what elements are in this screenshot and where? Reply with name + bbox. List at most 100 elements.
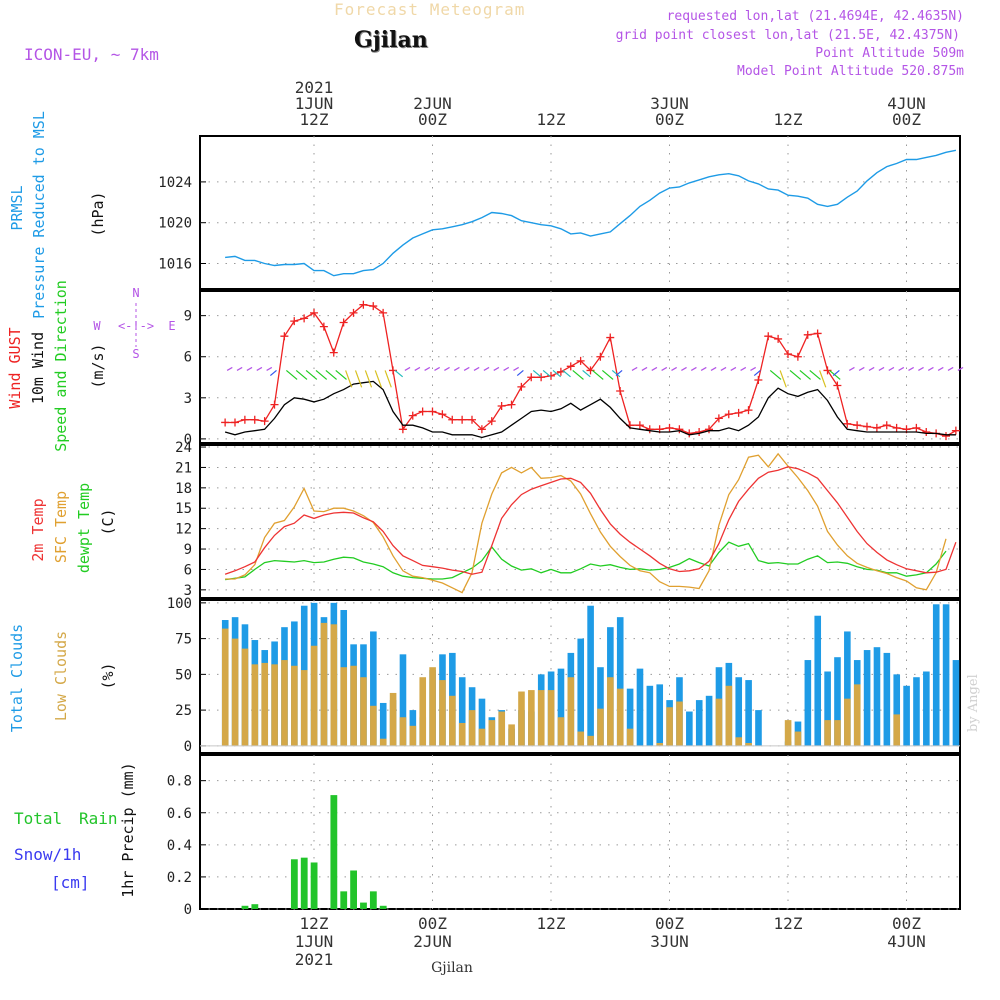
total-cloud-bar [883,652,891,746]
low-cloud-bar [656,742,664,746]
wind-direction-arrow [858,366,865,371]
gust-marker [576,356,585,365]
top-time-label: 00Z [892,110,921,129]
wind-direction-arrow [898,366,905,371]
gust-marker [922,428,931,437]
pressure-label-prmsl: PRMSL [8,185,26,230]
gust-marker [872,423,881,432]
footer-location: Gjilan [431,960,473,976]
wind-direction-arrow [908,366,914,371]
top-time-label: 1JUN [295,94,334,113]
low-cloud-bar [794,731,802,746]
precip-ytick-label: 0.8 [167,774,192,790]
wind-direction-arrow [256,366,263,371]
wind-direction-arrow [562,369,571,378]
total-cloud-bar [952,660,960,746]
cloud-total-label: Total Clouds [8,624,26,732]
location-title: Gjilan [354,27,428,53]
precip-ytick-label: 0.6 [167,806,192,822]
low-cloud-bar [231,638,239,746]
gust-marker [477,425,486,434]
wind-direction-arrow [269,369,277,377]
gust-marker [705,425,713,434]
wind-direction-arrow [384,370,392,388]
gust-marker [665,423,674,432]
total-cloud-bar [923,671,930,746]
top-time-label: 12Z [537,110,566,129]
rain-bar [340,891,348,909]
pressure-ytick-label: 1024 [158,175,192,191]
sfc-temp-line [225,452,947,594]
wind-direction-arrow [246,366,253,371]
top-time-label: 00Z [655,110,684,129]
wind-direction-arrow [832,369,840,377]
wind-direction-arrow [631,366,638,371]
gridpoint-coords: grid point closest lon,lat (21.5E, 42.43… [615,28,960,43]
gust-marker [270,400,279,409]
total-cloud-bar [379,702,387,746]
wind-direction-arrow [572,369,584,380]
temperature-ytick-label: 18 [175,481,192,497]
rain-bar [330,795,338,909]
low-cloud-bar [350,665,357,746]
compass-ew-arrow: <-!-> [118,319,154,333]
low-cloud-bar [498,711,506,746]
wind-direction-arrow [700,366,707,371]
wind-direction-arrow [394,369,404,378]
wind-direction-arrow [345,370,353,388]
total-cloud-bar [626,688,634,746]
gust-marker [942,432,950,441]
low-cloud-bar [616,688,624,746]
low-cloud-bar [557,717,565,746]
total-cloud-bar [942,604,950,746]
wind-direction-arrow [483,366,490,371]
low-cloud-bar [853,684,861,746]
wind-direction-arrow [641,366,648,371]
bottom-time-label: 12Z [774,914,803,933]
low-cloud-bar [784,720,792,746]
gust-marker [408,411,417,420]
gust-marker [547,371,555,380]
wind-direction-arrow [424,366,431,371]
product-title: Forecast Meteogram [334,0,526,19]
gust-marker [517,382,526,391]
total-cloud-bar [893,674,901,746]
gust-marker [310,308,318,317]
gust-marker [339,318,348,327]
low-cloud-bar [360,677,367,746]
wind-direction-arrow [615,369,623,377]
temperature-ytick-label: 9 [184,542,192,558]
low-cloud-bar [370,705,377,746]
total-cloud-bar [745,680,752,746]
total-cloud-bar [913,677,920,746]
wind-speed-label: 10m Wind [29,332,47,404]
bottom-time-label: 00Z [418,914,447,933]
low-cloud-bar [735,737,743,746]
rain-bar [300,857,308,909]
total-cloud-bar [705,695,713,746]
low-cloud-bar [468,710,476,746]
gust-marker [616,386,625,395]
total-cloud-bar [597,667,604,746]
precip-ytick-label: 0.4 [167,838,192,854]
temp-dewpt-label: dewpt Temp [75,483,93,573]
gust-marker [329,348,338,357]
gust-marker [724,410,733,419]
wind-direction-arrow [681,366,687,371]
gust-marker [290,317,299,326]
gust-marker [951,426,960,435]
wind-direction-arrow [848,366,855,371]
low-cloud-bar [537,690,545,746]
compass-s: S [132,347,139,361]
wind-direction-arrow [364,370,373,388]
total-cloud-bar [932,604,940,746]
gust-marker [359,300,368,309]
gust-marker [369,302,378,311]
bottom-time-label: 12Z [537,914,566,933]
gust-marker [438,410,447,419]
precip-ytick-label: 0.2 [167,870,192,886]
low-cloud-bar [577,731,585,746]
t2m-line [224,466,957,575]
wind-direction-arrow [374,370,382,388]
